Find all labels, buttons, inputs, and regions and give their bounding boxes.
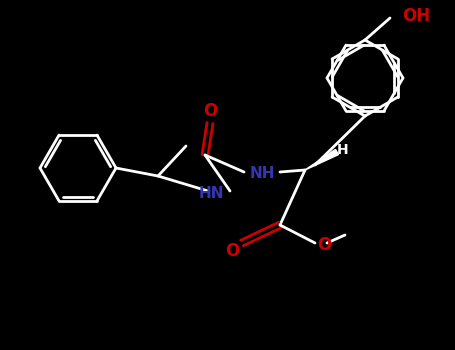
Text: OH: OH	[402, 7, 430, 25]
Polygon shape	[305, 149, 339, 170]
Text: O: O	[225, 242, 239, 260]
Text: H: H	[337, 143, 349, 157]
Bar	[317, 30, 413, 126]
Text: NH: NH	[249, 167, 275, 182]
Text: O: O	[317, 236, 331, 254]
Text: O: O	[203, 102, 217, 120]
Text: HN: HN	[198, 186, 224, 201]
